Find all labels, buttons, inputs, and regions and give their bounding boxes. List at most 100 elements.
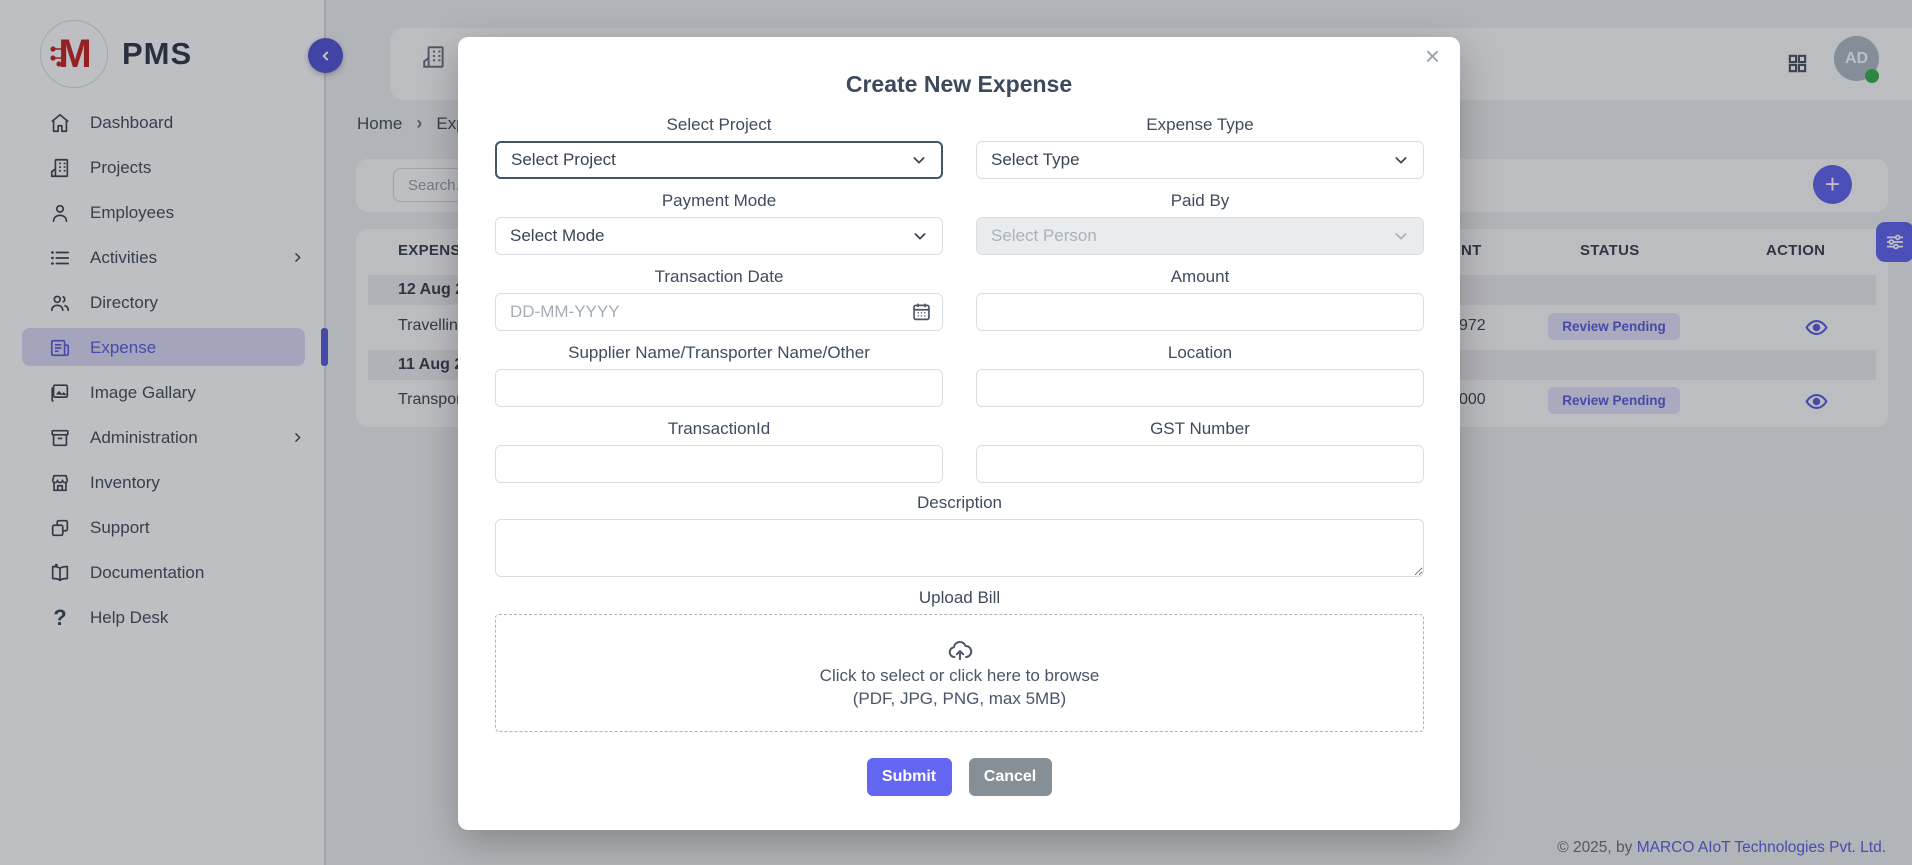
payment-mode-label: Payment Mode (661, 191, 777, 210)
copyright-text: © 2025, by (1557, 839, 1637, 856)
field-payment-mode: Payment Mode Select Mode (495, 190, 943, 255)
sidebar-item-employees[interactable]: Employees (0, 190, 326, 235)
expense-type-value: Select Type (991, 150, 1080, 169)
column-header-status: STATUS (1580, 242, 1640, 259)
company-link[interactable]: MARCO AIoT Technologies Pvt. Ltd. (1636, 839, 1886, 856)
amount-cell: 000 (1459, 391, 1486, 408)
apps-grid-icon[interactable] (1786, 52, 1809, 75)
field-gst-number: GST Number (976, 418, 1424, 483)
sidebar-item-dashboard[interactable]: Dashboard (0, 100, 326, 145)
sidebar-item-label: Help Desk (90, 607, 169, 627)
payment-mode-dropdown[interactable]: Select Mode (495, 217, 943, 255)
logo-letter: M (58, 32, 91, 76)
sidebar-nav: Dashboard Projects Employees Activities … (0, 100, 328, 640)
field-description: Description (495, 492, 1424, 582)
chevron-right-icon: › (416, 113, 423, 133)
online-status-dot (1865, 69, 1879, 83)
avatar[interactable]: AD (1834, 36, 1879, 81)
sidebar-item-projects[interactable]: Projects (0, 145, 326, 190)
sidebar-item-label: Dashboard (90, 112, 174, 132)
breadcrumb-home[interactable]: Home (357, 113, 403, 133)
sidebar-item-activities[interactable]: Activities (0, 235, 326, 280)
view-eye-icon[interactable] (1804, 389, 1829, 414)
add-expense-button[interactable]: + (1813, 165, 1852, 204)
store-icon (48, 471, 72, 495)
field-supplier: Supplier Name/Transporter Name/Other (495, 342, 943, 407)
transaction-date-label: Transaction Date (654, 267, 784, 286)
location-input[interactable] (976, 369, 1424, 407)
image-icon (48, 381, 72, 405)
close-icon[interactable]: × (1424, 41, 1440, 71)
list-icon (48, 246, 72, 270)
sidebar-item-documentation[interactable]: Documentation (0, 550, 326, 595)
chevron-down-icon (911, 152, 927, 168)
sidebar-item-label: Image Gallary (90, 382, 196, 402)
select-project-dropdown[interactable]: Select Project (495, 141, 943, 179)
amount-cell: 972 (1459, 317, 1486, 334)
payment-mode-value: Select Mode (510, 226, 605, 245)
sliders-icon (1886, 234, 1904, 250)
cloud-upload-icon (948, 641, 972, 661)
sidebar-item-label: Inventory (90, 472, 160, 492)
sidebar-item-inventory[interactable]: Inventory (0, 460, 326, 505)
status-badge: Review Pending (1548, 313, 1680, 340)
project-building-icon[interactable] (421, 44, 447, 70)
chevron-left-icon (322, 51, 328, 60)
expense-type-label: Expense Type (1146, 115, 1254, 134)
plus-icon: + (1824, 169, 1841, 199)
sidebar-item-label: Projects (90, 157, 152, 177)
table-settings-button[interactable] (1876, 222, 1912, 262)
sidebar-item-directory[interactable]: Directory (0, 280, 326, 325)
copy-icon (48, 516, 72, 540)
paid-by-value: Select Person (991, 226, 1097, 245)
cancel-button[interactable]: Cancel (968, 758, 1052, 796)
sidebar-item-label: Administration (90, 427, 198, 447)
sidebar-item-label: Expense (90, 337, 157, 357)
expense-type-dropdown[interactable]: Select Type (976, 141, 1424, 179)
view-eye-icon[interactable] (1804, 315, 1829, 340)
field-location: Location (976, 342, 1424, 407)
modal-actions: Submit Cancel (458, 758, 1460, 796)
upload-dropzone[interactable]: Click to select or click here to browse … (495, 614, 1424, 732)
upload-filetypes: (PDF, JPG, PNG, max 5MB) (852, 689, 1067, 708)
chevron-right-icon (291, 251, 304, 264)
sidebar-item-administration[interactable]: Administration (0, 415, 326, 460)
upload-instruction: Click to select or click here to browse (819, 666, 1100, 685)
sidebar-item-label: Documentation (90, 562, 205, 582)
sidebar-item-expense[interactable]: Expense (0, 325, 328, 370)
gst-number-input[interactable] (976, 445, 1424, 483)
field-expense-type: Expense Type Select Type (976, 114, 1424, 179)
expense-receipt-icon (48, 336, 72, 360)
field-transaction-date: Transaction Date (495, 266, 943, 331)
people-icon (48, 291, 72, 315)
question-mark-icon: ? (53, 604, 67, 630)
field-select-project: Select Project Select Project (495, 114, 943, 179)
sidebar-item-image-gallary[interactable]: Image Gallary (0, 370, 326, 415)
transaction-date-input[interactable] (495, 293, 943, 331)
supplier-input[interactable] (495, 369, 943, 407)
field-transaction-id: TransactionId (495, 418, 943, 483)
field-paid-by: Paid By Select Person (976, 190, 1424, 255)
person-icon (48, 201, 72, 225)
paid-by-label: Paid By (1170, 191, 1230, 210)
upload-bill-label: Upload Bill (918, 588, 1001, 607)
expense-type-cell: Travelling (398, 317, 467, 334)
sidebar: M PMS Dashboard Projects Employees Activ… (0, 0, 343, 865)
archive-box-icon (48, 426, 72, 450)
logo-circuit-dots (50, 46, 65, 67)
sidebar-item-label: Directory (90, 292, 159, 312)
transaction-id-input[interactable] (495, 445, 943, 483)
expense-type-cell: Transport (398, 391, 466, 408)
select-project-value: Select Project (511, 150, 616, 169)
amount-input[interactable] (976, 293, 1424, 331)
brand: M PMS (40, 20, 192, 88)
transaction-id-label: TransactionId (667, 419, 771, 438)
gst-number-label: GST Number (1150, 419, 1250, 438)
sidebar-item-support[interactable]: Support (0, 505, 326, 550)
sidebar-item-help-desk[interactable]: ? Help Desk (0, 595, 326, 640)
description-textarea[interactable] (495, 519, 1424, 577)
chevron-down-icon (1393, 228, 1409, 244)
sidebar-collapse-button[interactable] (308, 38, 343, 73)
modal-title: Create New Expense (845, 71, 1073, 97)
submit-button[interactable]: Submit (866, 758, 952, 796)
